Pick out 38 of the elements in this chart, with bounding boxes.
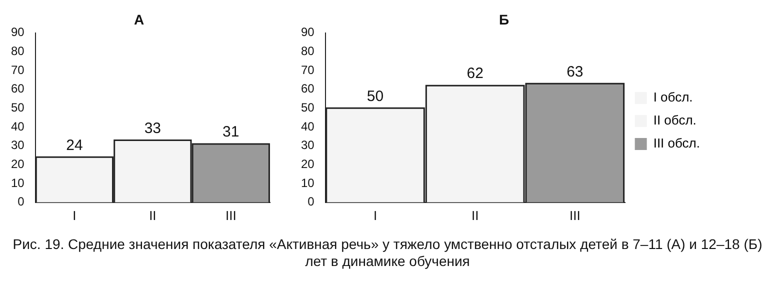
x-tick-label: II [471, 208, 479, 223]
x-tick-label: I [373, 208, 378, 223]
y-tick-label: 70 [300, 62, 315, 77]
y-tick-label: 20 [10, 157, 25, 172]
y-tick-label: 60 [10, 82, 25, 96]
data-label: 31 [222, 124, 240, 141]
y-tick-label: 50 [300, 100, 315, 114]
x-tick-label: III [569, 208, 580, 223]
x-tick-label: I [72, 208, 76, 223]
y-tick-label: 0 [308, 194, 315, 209]
data-label: 63 [566, 63, 584, 80]
y-tick-label: 0 [18, 194, 25, 209]
y-tick-label: 10 [300, 176, 315, 190]
y-tick-label: 70 [10, 62, 25, 77]
y-tick-label: 30 [10, 138, 25, 152]
y-tick-label: 40 [10, 119, 25, 134]
y-tick-label: 80 [10, 44, 25, 58]
data-label: 33 [144, 120, 162, 137]
chart-title: Б [498, 11, 510, 28]
legend-label: III обсл. [653, 136, 700, 151]
legend-label: II обсл. [653, 112, 696, 128]
x-tick-label: II [149, 208, 156, 223]
y-tick-label: 10 [10, 176, 25, 190]
data-label: 50 [366, 88, 384, 105]
data-label: 24 [66, 136, 83, 154]
y-tick-label: 80 [300, 44, 315, 58]
y-tick-label: 90 [10, 25, 25, 40]
chart-title: А [134, 11, 144, 28]
x-tick-label: III [225, 208, 236, 223]
y-tick-label: 90 [300, 25, 315, 40]
y-tick-label: 20 [300, 157, 315, 172]
y-tick-label: 50 [10, 100, 25, 114]
data-label: 62 [466, 65, 484, 82]
legend-label: I обсл. [653, 90, 693, 105]
y-tick-label: 30 [300, 138, 315, 152]
y-tick-label: 40 [300, 119, 315, 134]
text: Рис. 19. Средние значения показателя «Активная речь» у тяжело умственно отсталых детей в 7–11 (А) и 12–18 (Б) лет в динамике обучения [12, 236, 764, 270]
y-tick-label: 60 [300, 82, 315, 96]
